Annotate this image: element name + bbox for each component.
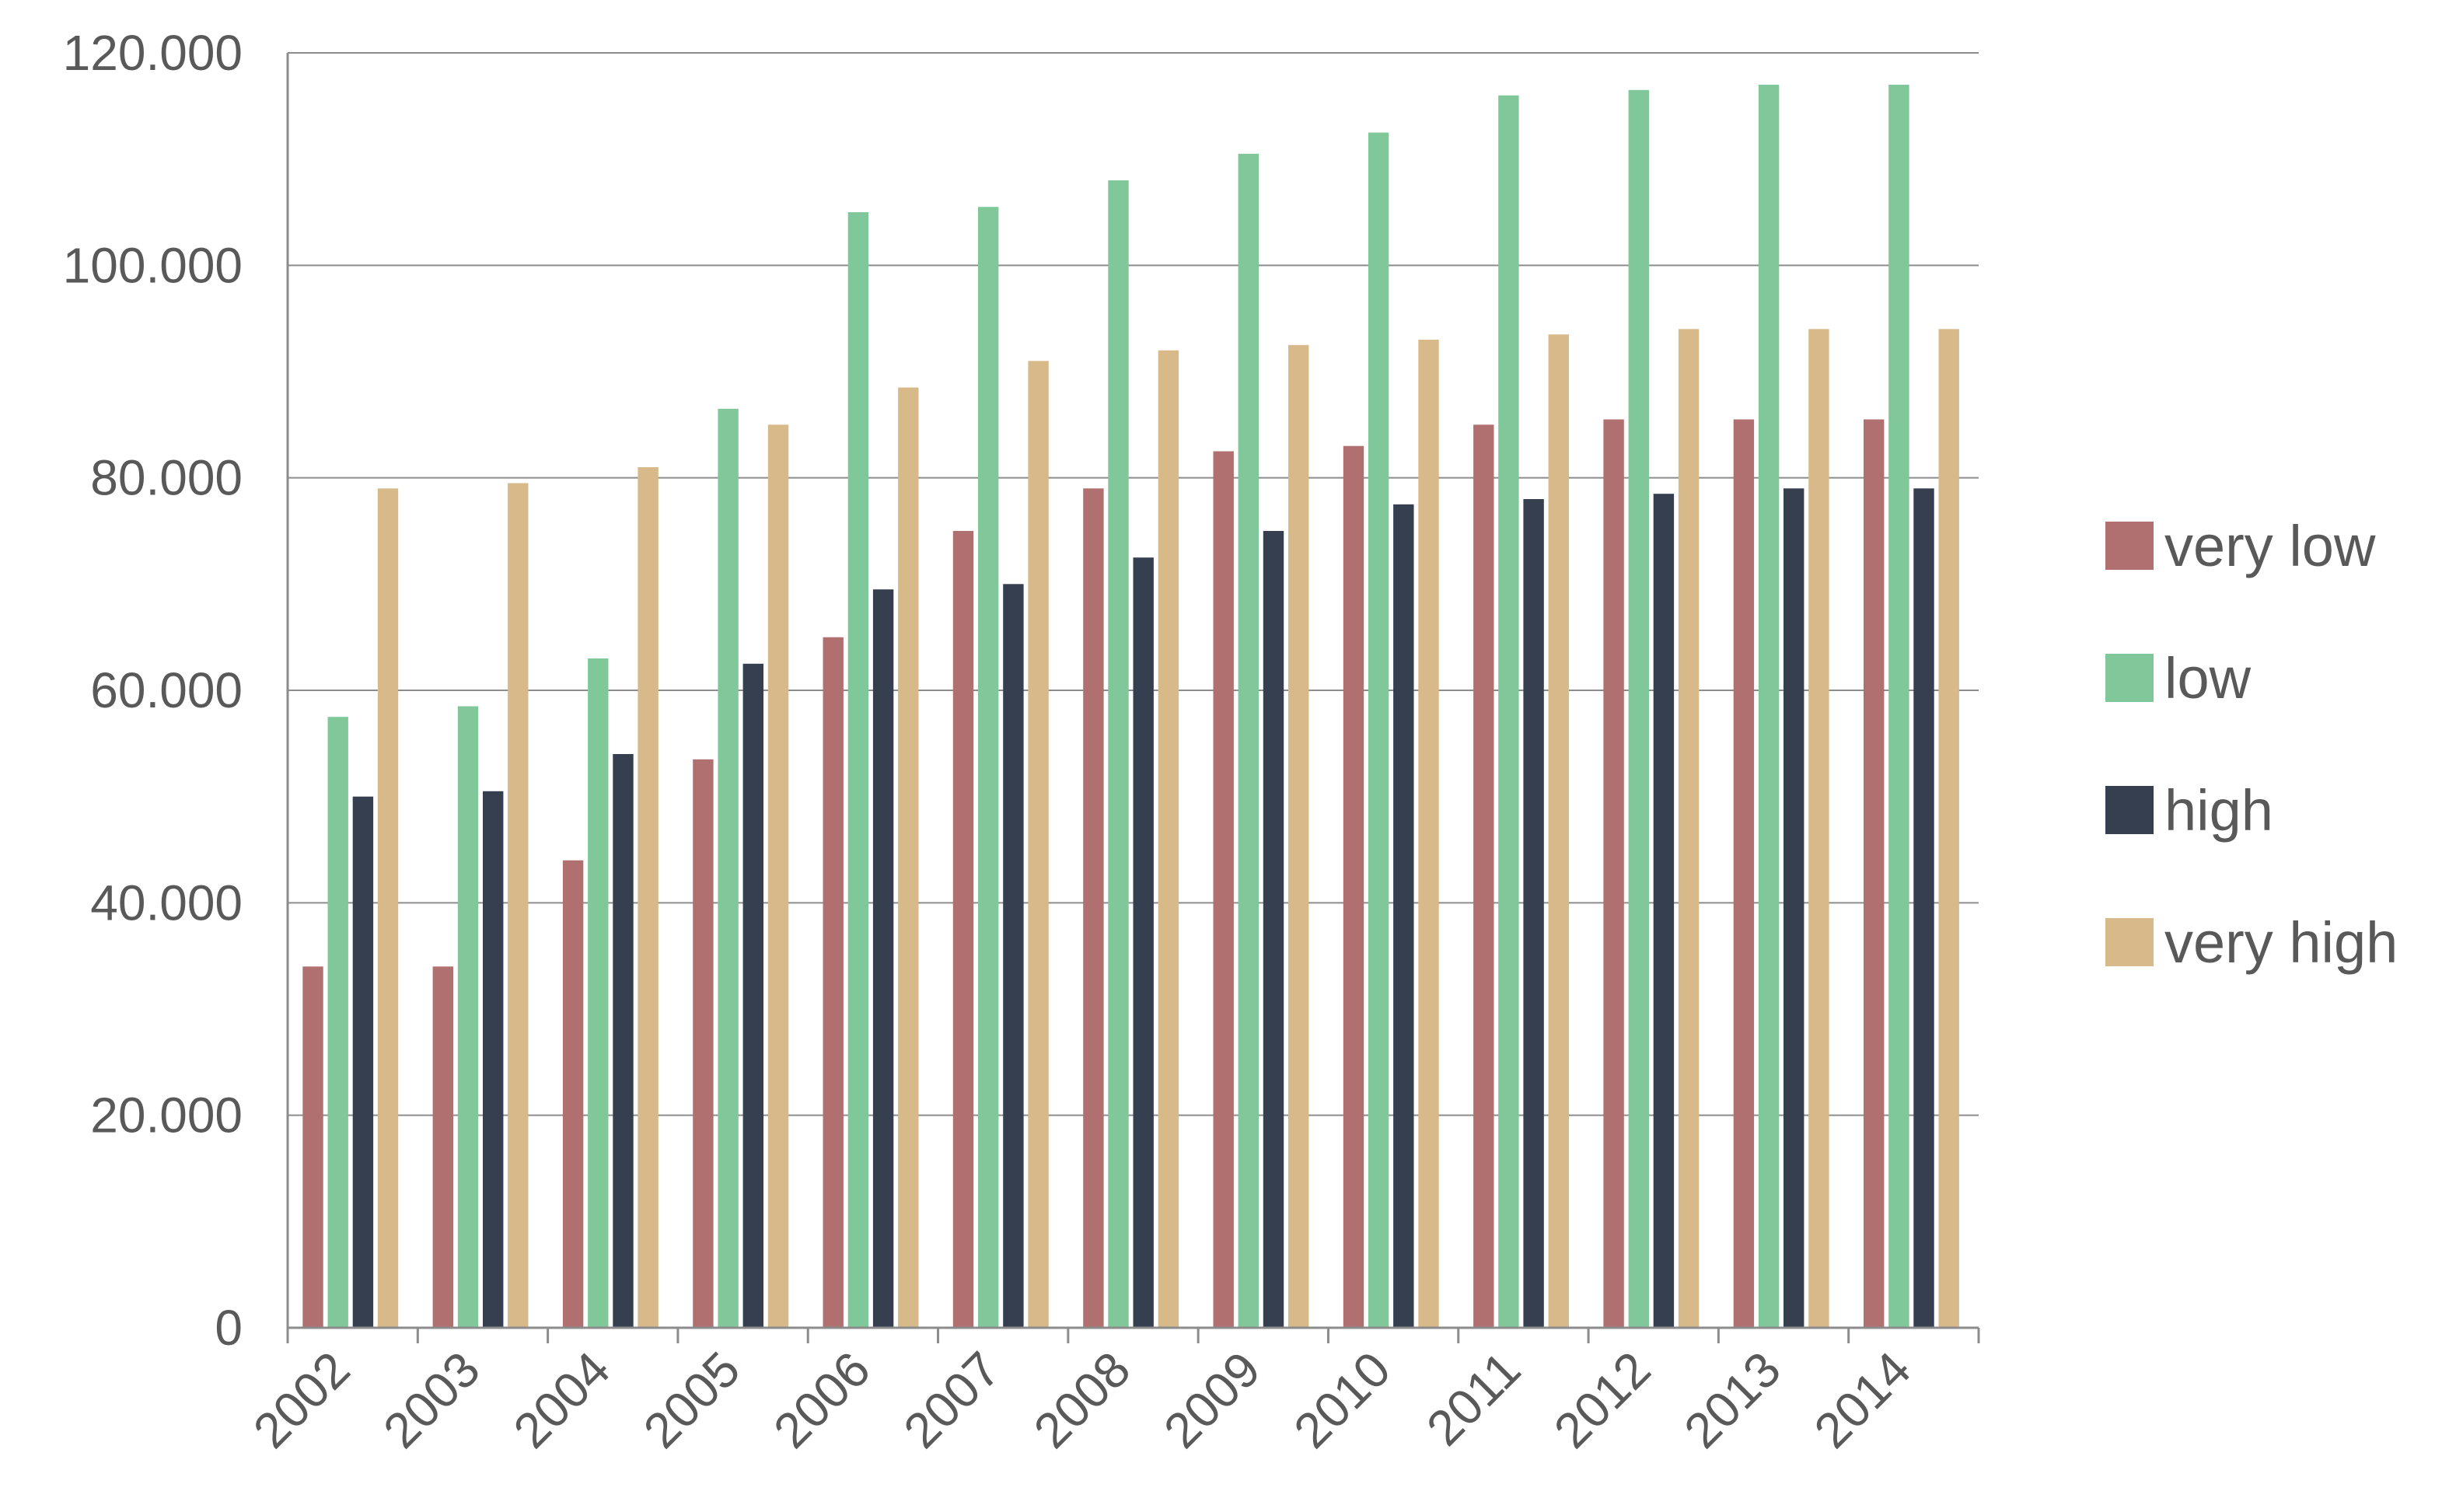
bar-low-2012 [1628,89,1649,1328]
legend-swatch-low [2105,654,2154,702]
y-tick-label: 20.000 [90,1088,243,1144]
bar-very-low-2013 [1733,419,1755,1328]
bar-high-2010 [1393,504,1414,1328]
bar-low-2007 [978,207,999,1329]
legend: very low low high very high [2105,514,2398,975]
x-tick-label: 2006 [763,1341,881,1459]
bar-high-2002 [352,796,374,1328]
x-tick-label: 2011 [1416,1341,1531,1456]
legend-swatch-high [2105,786,2154,834]
x-tick-label: 2004 [503,1341,621,1459]
y-tick-label: 0 [215,1300,243,1356]
legend-swatch-very-low [2105,522,2154,570]
bar-high-2012 [1653,494,1675,1329]
bar-high-2011 [1523,499,1544,1328]
bar-low-2009 [1238,153,1259,1328]
bar-low-2013 [1758,85,1780,1328]
bar-very-high-2013 [1808,329,1829,1328]
bar-high-2014 [1913,488,1934,1328]
legend-label: very low [2164,514,2376,578]
bar-high-2013 [1783,488,1804,1328]
x-tick-label: 2012 [1543,1341,1661,1459]
bar-high-2005 [742,663,763,1328]
bar-very-high-2010 [1418,340,1439,1328]
bar-high-2008 [1133,557,1154,1328]
bar-low-2003 [457,706,479,1328]
bar-low-2011 [1498,95,1519,1329]
legend-label: high [2164,778,2273,843]
bar-very-low-2010 [1343,445,1364,1329]
bar-low-2008 [1108,180,1129,1328]
x-tick-label: 2009 [1153,1341,1271,1459]
legend-swatch-very-high [2105,918,2154,966]
bar-very-low-2009 [1213,451,1234,1328]
y-tick-label: 80.000 [90,450,243,506]
y-axis-tick-labels: 0 20.000 40.000 60.000 80.000 100.000 120.000 [63,25,243,1356]
y-tick-label: 120.000 [63,25,243,81]
x-tick-label: 2010 [1283,1341,1401,1459]
x-tick-label: 2005 [633,1341,751,1459]
bar-very-high-2002 [377,488,399,1328]
bar-very-low-2004 [562,860,584,1328]
bar-high-2006 [872,589,894,1328]
x-tick-label: 2013 [1673,1341,1791,1459]
x-tick-label: 2007 [893,1341,1011,1459]
legend-label: low [2164,646,2252,711]
bar-low-2005 [718,408,739,1328]
y-tick-label: 40.000 [90,875,243,931]
bar-high-2003 [483,791,504,1328]
bar-very-low-2012 [1603,419,1624,1328]
bar-very-low-2007 [952,531,974,1328]
bar-very-low-2014 [1864,419,1885,1328]
bar-very-high-2014 [1938,329,1959,1328]
bar-high-2007 [1003,584,1024,1328]
x-tick-label: 2008 [1023,1341,1141,1459]
bar-very-low-2006 [823,637,844,1328]
bar-very-high-2003 [508,483,529,1328]
bars [302,85,1959,1329]
x-tick-label: 2003 [372,1341,491,1459]
bar-low-2010 [1368,132,1389,1328]
bar-very-low-2011 [1473,424,1494,1328]
x-axis-tick-labels: 2002 2003 2004 2005 2006 2007 2008 2009 2010 2011… [243,1341,1921,1459]
bar-very-high-2011 [1548,334,1569,1329]
bar-very-low-2002 [302,966,323,1328]
bar-very-high-2004 [638,467,659,1328]
bar-very-low-2003 [432,966,453,1328]
bar-low-2014 [1888,85,1909,1328]
bar-low-2006 [847,212,869,1328]
bar-very-high-2009 [1288,344,1309,1328]
bar-low-2002 [327,717,348,1328]
bar-very-high-2012 [1678,329,1700,1328]
legend-label: very high [2164,910,2398,975]
y-tick-label: 60.000 [90,662,243,718]
bar-very-high-2007 [1028,361,1049,1328]
bar-high-2009 [1263,531,1284,1328]
bar-low-2004 [588,658,609,1328]
bar-very-low-2005 [693,759,714,1328]
x-tick-label: 2014 [1804,1341,1922,1459]
bar-high-2004 [613,754,634,1328]
bar-very-low-2008 [1083,488,1104,1328]
bar-very-high-2005 [767,424,789,1328]
axes [286,53,1980,1343]
x-tick-label: 2002 [243,1341,361,1459]
bar-very-high-2006 [898,387,919,1328]
y-tick-label: 100.000 [63,237,243,293]
bar-very-high-2008 [1158,350,1179,1329]
